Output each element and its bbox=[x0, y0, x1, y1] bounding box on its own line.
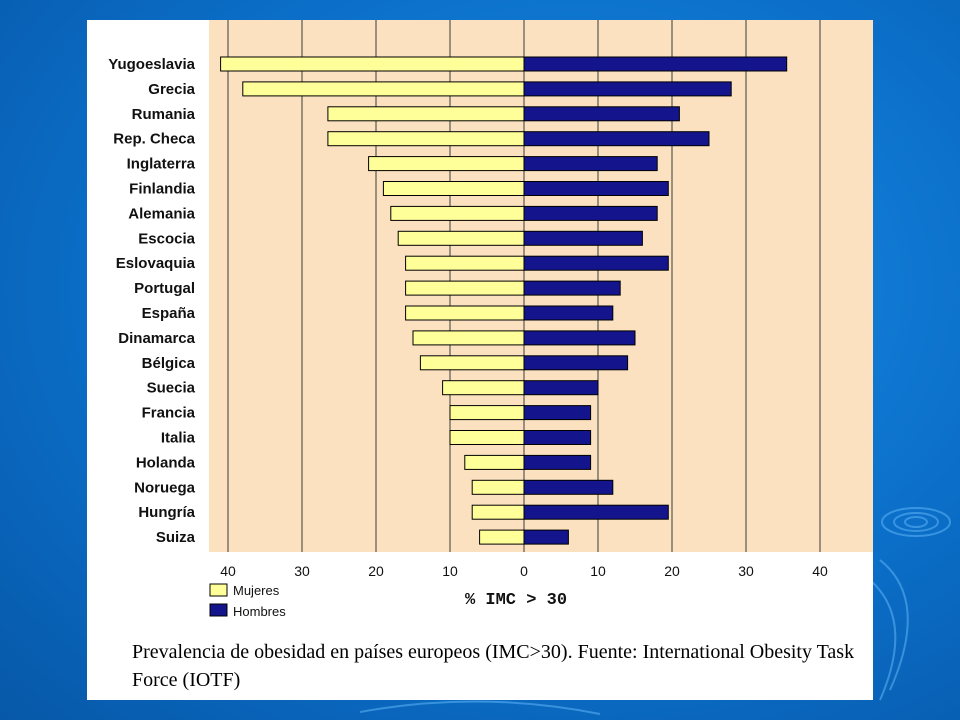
bar-hombres bbox=[523, 255, 669, 271]
bar-mujeres bbox=[220, 56, 525, 72]
bar-hombres bbox=[523, 479, 614, 495]
x-tick-label: 10 bbox=[442, 563, 458, 579]
country-label: Holanda bbox=[136, 454, 196, 471]
x-tick-label: 0 bbox=[520, 563, 528, 579]
bar-mujeres bbox=[405, 280, 525, 296]
country-label: Noruega bbox=[134, 479, 196, 496]
x-tick-label: 20 bbox=[664, 563, 680, 579]
bar-hombres bbox=[523, 529, 569, 545]
country-label: Grecia bbox=[148, 81, 195, 98]
country-label: Dinamarca bbox=[118, 330, 195, 347]
legend-swatch-hombres bbox=[209, 603, 228, 617]
country-label: Portugal bbox=[134, 280, 195, 297]
bar-hombres bbox=[523, 280, 621, 296]
bar-hombres bbox=[523, 330, 636, 346]
x-tick-label: 40 bbox=[812, 563, 828, 579]
country-label: Suiza bbox=[156, 529, 196, 546]
bar-hombres bbox=[523, 230, 643, 246]
bar-mujeres bbox=[471, 479, 525, 495]
bar-hombres bbox=[523, 205, 658, 221]
bar-mujeres bbox=[419, 355, 525, 371]
country-label: Finlandia bbox=[129, 181, 195, 198]
chart-card: Yugoeslavia Grecia Rumania Rep. Checa Inglat… bbox=[87, 20, 873, 700]
x-tick-label: 20 bbox=[368, 563, 384, 579]
x-axis-ticks: 40 30 20 10 0 10 20 30 40 bbox=[220, 563, 828, 579]
bar-mujeres bbox=[242, 81, 525, 97]
x-axis-label: % IMC > 30 bbox=[465, 591, 567, 610]
country-label: Francia bbox=[142, 405, 196, 422]
bars bbox=[220, 56, 788, 545]
legend-swatch-mujeres bbox=[209, 583, 228, 597]
bar-mujeres bbox=[390, 205, 525, 221]
country-label: Italia bbox=[161, 430, 196, 447]
bar-hombres bbox=[523, 305, 614, 321]
country-label: Escocia bbox=[138, 230, 195, 247]
bar-mujeres bbox=[327, 106, 525, 122]
country-label: Rumania bbox=[132, 106, 196, 123]
legend-label-mujeres: Mujeres bbox=[233, 583, 280, 598]
bar-hombres bbox=[523, 106, 680, 122]
chart-caption: Prevalencia de obesidad en países europe… bbox=[132, 641, 855, 691]
bar-hombres bbox=[523, 430, 592, 445]
bar-hombres bbox=[523, 131, 710, 147]
bar-mujeres bbox=[412, 330, 525, 346]
bar-mujeres bbox=[464, 454, 525, 470]
bar-hombres bbox=[523, 81, 732, 97]
country-label: Rep. Checa bbox=[113, 131, 195, 148]
country-label: España bbox=[142, 305, 196, 322]
x-tick-label: 40 bbox=[220, 563, 236, 579]
country-label: Yugoeslavia bbox=[108, 56, 195, 73]
legend-label-hombres: Hombres bbox=[233, 604, 286, 619]
country-label: Suecia bbox=[147, 380, 196, 397]
legend: Mujeres Hombres bbox=[209, 583, 286, 619]
bar-mujeres bbox=[405, 305, 525, 321]
bar-mujeres bbox=[368, 156, 525, 172]
country-label: Inglaterra bbox=[127, 156, 196, 173]
country-label: Eslovaquia bbox=[116, 255, 196, 272]
x-tick-label: 10 bbox=[590, 563, 606, 579]
bar-hombres bbox=[523, 380, 599, 396]
bar-mujeres bbox=[405, 255, 525, 271]
bar-hombres bbox=[523, 504, 669, 520]
x-tick-label: 30 bbox=[738, 563, 754, 579]
bar-mujeres bbox=[382, 181, 525, 196]
country-labels: Yugoeslavia Grecia Rumania Rep. Checa Inglat… bbox=[108, 56, 195, 546]
obesity-bar-chart: Yugoeslavia Grecia Rumania Rep. Checa Inglat… bbox=[108, 20, 873, 619]
country-label: Hungría bbox=[138, 504, 195, 521]
bar-hombres bbox=[523, 181, 669, 196]
bar-mujeres bbox=[327, 131, 525, 147]
bar-mujeres bbox=[449, 405, 525, 421]
bar-mujeres bbox=[479, 529, 525, 545]
country-label: Bélgica bbox=[142, 355, 196, 372]
x-tick-label: 30 bbox=[294, 563, 310, 579]
bar-mujeres bbox=[471, 504, 525, 520]
bar-hombres bbox=[523, 454, 592, 470]
bar-mujeres bbox=[449, 430, 525, 445]
bar-mujeres bbox=[442, 380, 525, 396]
bar-hombres bbox=[523, 355, 629, 371]
country-label: Alemania bbox=[128, 205, 195, 222]
bar-hombres bbox=[523, 156, 658, 172]
bar-mujeres bbox=[397, 230, 525, 246]
bar-hombres bbox=[523, 56, 788, 72]
bar-hombres bbox=[523, 405, 592, 421]
